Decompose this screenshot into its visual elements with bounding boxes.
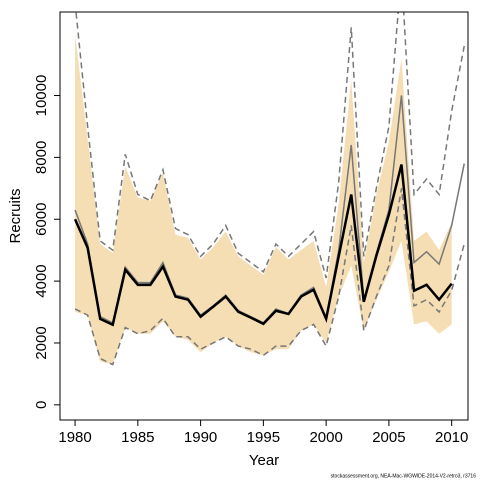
- dashed-line: [74, 188, 465, 366]
- x-tick-label: 2005: [372, 429, 405, 446]
- y-tick-label: 2000: [33, 326, 50, 359]
- x-axis-label: Year: [249, 452, 279, 469]
- y-axis-label: Recruits: [7, 188, 24, 243]
- footnote: stockassessment.org, NEA-Mac-WGWIDE-2014…: [331, 473, 477, 479]
- y-tick-label: 6000: [33, 203, 50, 236]
- plot-frame: [59, 11, 469, 421]
- y-tick-label: 8000: [33, 141, 50, 174]
- line: [73, 164, 453, 327]
- confidence-band: [75, 33, 452, 365]
- y-tick-label: 10000: [33, 75, 50, 117]
- x-tick-label: 1980: [58, 429, 91, 446]
- x-tick-label: 2000: [309, 429, 342, 446]
- y-tick-label: 4000: [33, 264, 50, 297]
- x-tick-label: 1985: [121, 429, 154, 446]
- x-tick-label: 2010: [435, 429, 468, 446]
- y-tick-label: 0: [33, 401, 50, 409]
- plot-area: [73, 12, 465, 366]
- x-tick-label: 1990: [184, 429, 217, 446]
- x-tick-label: 1995: [247, 429, 280, 446]
